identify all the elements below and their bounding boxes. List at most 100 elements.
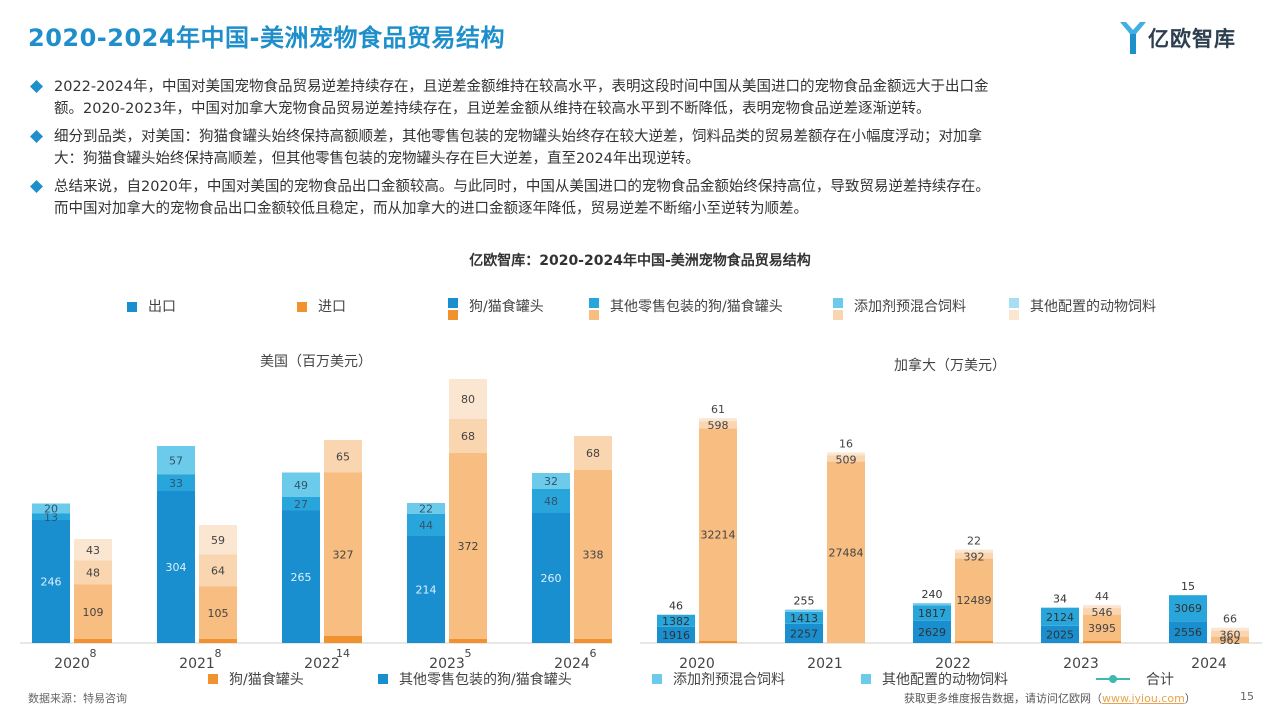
bar-import-label: 66 — [1223, 613, 1237, 626]
x-tick-label: 2020 — [679, 656, 715, 670]
legend-swatch-cat2-import — [589, 310, 599, 320]
bar-import-label: 3995 — [1088, 622, 1116, 635]
bar-import-2021-0 — [199, 639, 237, 643]
bar-import-label: 68 — [461, 430, 475, 443]
legend-import-label: 进口 — [318, 299, 346, 315]
bar-export-2023-0 — [1041, 625, 1079, 643]
page-title: 2020-2024年中国-美洲宠物食品贸易结构 — [28, 24, 506, 52]
footer-link[interactable]: www.iyiou.com — [1102, 692, 1185, 705]
bar-import-label: 8 — [215, 647, 222, 660]
x-tick-label: 2024 — [554, 656, 590, 670]
bar-import-label: 16 — [839, 437, 853, 450]
diamond-bullet-icon — [30, 80, 43, 93]
bar-import-2020-2 — [74, 560, 112, 585]
bar-export-label: 246 — [41, 576, 62, 589]
bar-import-2023-1 — [449, 453, 487, 639]
legend-bottom-total-marker — [1109, 675, 1117, 683]
legend-export-label: 出口 — [148, 299, 176, 315]
legend-cat4-label: 其他配置的动物饲料 — [1030, 299, 1156, 315]
legend-bottom-total-label: 合计 — [1146, 672, 1174, 688]
bar-import-2022-0 — [955, 641, 993, 643]
bar-export-label: 32 — [544, 475, 558, 488]
bar-export-2020-1 — [657, 614, 695, 627]
legend-cat1-label: 狗/猫食罐头 — [469, 298, 544, 315]
bar-export-2022-2 — [282, 472, 320, 497]
bar-export-label: 2124 — [1046, 611, 1074, 624]
legend-cat3-label: 添加剂预混合饲料 — [854, 299, 966, 315]
legend-swatch-cat1-import — [448, 310, 458, 320]
bar-import-2020-3 — [699, 418, 737, 422]
bar-export-label: 240 — [922, 588, 943, 601]
bar-import-label: 392 — [964, 551, 985, 564]
bar-export-2021-1 — [157, 474, 195, 491]
bar-export-label: 20 — [44, 503, 58, 516]
bar-import-label: 59 — [211, 534, 225, 547]
legend-bottom-cat4-label: 其他配置的动物饲料 — [882, 672, 1008, 688]
bar-import-2021-2 — [199, 554, 237, 587]
legend-bottom-cat3-label: 添加剂预混合饲料 — [673, 672, 785, 688]
bar-import-2023-2 — [449, 419, 487, 453]
bar-export-label: 1817 — [918, 607, 946, 620]
bar-export-2020-0 — [657, 626, 695, 643]
bar-export-label: 22 — [419, 503, 433, 516]
bar-import-label: 8 — [90, 647, 97, 660]
x-tick-label: 2023 — [1063, 656, 1099, 670]
bar-export-2020-1 — [32, 513, 70, 520]
bar-import-label: 509 — [836, 453, 857, 466]
bar-import-2024-3 — [1211, 627, 1249, 631]
bar-import-label: 6 — [590, 647, 597, 660]
legend-swatch-cat2-export — [589, 298, 599, 308]
bar-import-2021-3 — [827, 452, 865, 456]
bar-export-2024-2 — [532, 473, 570, 489]
logo-mark-icon — [1120, 22, 1146, 54]
bar-export-label: 27 — [294, 498, 308, 511]
bar-export-label: 46 — [669, 600, 683, 613]
bar-import-label: 27484 — [829, 546, 864, 559]
bar-export-label: 49 — [294, 479, 308, 492]
page-number: 15 — [1240, 690, 1254, 703]
bar-import-label: 48 — [86, 567, 100, 580]
bar-export-label: 304 — [166, 561, 187, 574]
footer-more-text: 获取更多维度报告数据，请访问亿欧网（ — [904, 692, 1102, 705]
bar-import-2021-3 — [199, 525, 237, 555]
legend-bottom-swatch-cat1 — [208, 674, 218, 684]
legend-swatch-cat1-export — [448, 298, 458, 308]
footer-more: 获取更多维度报告数据，请访问亿欧网（www.iyiou.com） — [904, 690, 1196, 706]
bullet-line: 而中国对加拿大的宠物食品出口金额较低且稳定，而从加拿大的进口金额逐年降低，贸易逆… — [54, 201, 808, 217]
bar-import-2021-1 — [827, 461, 865, 643]
bar-import-2024-2 — [1211, 630, 1249, 637]
bar-import-2023-0 — [449, 639, 487, 643]
bar-import-label: 105 — [208, 607, 229, 620]
legend-swatch-import — [297, 302, 307, 312]
bar-import-2020-1 — [699, 428, 737, 641]
summary-bullets: 2022-2024年，中国对美国宠物食品贸易逆差持续存在，且逆差金额维持在较高水… — [28, 76, 1258, 226]
bar-export-2024-0 — [1169, 621, 1207, 643]
bar-export-2022-2 — [913, 603, 951, 606]
x-tick-label: 2022 — [935, 656, 971, 670]
bullet-item: 2022-2024年，中国对美国宠物食品贸易逆差持续存在，且逆差金额维持在较高水… — [28, 76, 1258, 120]
legend-cat2-label: 其他零售包装的狗/猫食罐头 — [610, 298, 783, 315]
bar-import-label: 962 — [1220, 634, 1241, 647]
bullet-line: 大：狗猫食罐头始终保持高顺差，但其他零售包装的宠物罐头存在巨大逆差，直至2024… — [54, 151, 700, 167]
bar-import-label: 546 — [1092, 606, 1113, 619]
bar-export-label: 214 — [416, 584, 437, 597]
bar-import-2024-1 — [1211, 636, 1249, 643]
bullet-line: 总结来说，自2020年，中国对美国的宠物食品出口金额较高。与此同时，中国从美国进… — [54, 179, 990, 195]
bar-export-2021-0 — [157, 491, 195, 643]
bar-export-label: 2257 — [790, 627, 818, 640]
bar-export-label: 13 — [44, 511, 58, 524]
x-tick-label: 2021 — [807, 656, 843, 670]
bullet-item: 总结来说，自2020年，中国对美国的宠物食品出口金额较高。与此同时，中国从美国进… — [28, 176, 1258, 220]
bar-import-2023-3 — [449, 379, 487, 419]
bar-export-label: 260 — [541, 572, 562, 585]
x-tick-label: 2024 — [1191, 656, 1227, 670]
logo: 亿欧智库 — [1118, 18, 1258, 58]
x-tick-label: 2021 — [179, 656, 215, 670]
bar-import-2023-2 — [1083, 608, 1121, 615]
legend-swatch-cat4-export — [1009, 298, 1019, 308]
bar-export-2024-1 — [1169, 595, 1207, 622]
legend-bottom-swatch-cat4 — [861, 674, 871, 684]
bar-export-label: 265 — [291, 571, 312, 584]
bar-import-2021-1 — [199, 586, 237, 639]
